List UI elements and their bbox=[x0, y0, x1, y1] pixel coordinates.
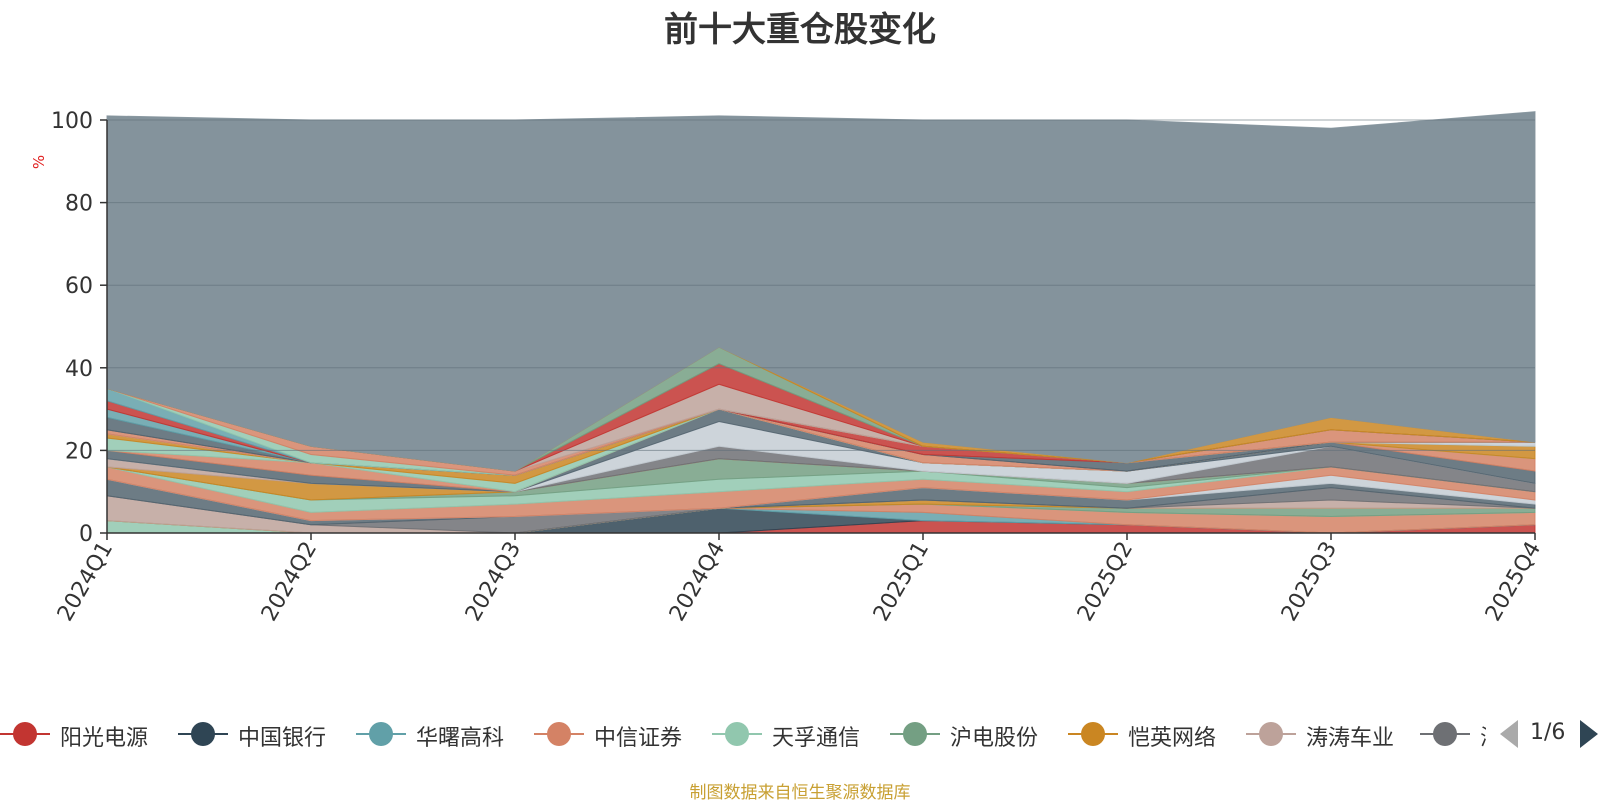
legend-label: 恺英网络 bbox=[1128, 726, 1217, 751]
x-tick-label: 2024Q4 bbox=[665, 538, 730, 626]
x-tick-label: 2025Q1 bbox=[869, 538, 934, 626]
legend-item[interactable]: 涛涛车业 bbox=[1246, 716, 1422, 752]
legend-label: 沪电股份 bbox=[950, 726, 1039, 751]
x-tick-label: 2025Q2 bbox=[1073, 538, 1138, 626]
legend-label: 天孚通信 bbox=[772, 726, 861, 751]
legend-label: 阳光电源 bbox=[60, 726, 149, 751]
legend-item[interactable]: 中信证券 bbox=[534, 716, 710, 752]
x-tick-label: 2025Q3 bbox=[1277, 538, 1342, 626]
legend-item[interactable]: 华曙高科 bbox=[356, 716, 532, 752]
legend-dot-icon bbox=[1081, 722, 1105, 746]
chart-title: 前十大重仓股变化 bbox=[664, 10, 936, 50]
legend: 阳光电源 中国银行 华曙高科 中信证券 天孚通信 沪电股份 恺英网络 涛涛车业 海光信息 1/6 bbox=[0, 716, 1600, 752]
legend-item[interactable]: 阳光电源 bbox=[0, 716, 176, 752]
x-tick-label: 2024Q2 bbox=[257, 538, 322, 626]
legend-dot-icon bbox=[13, 722, 37, 746]
legend-item[interactable]: 海光信息 bbox=[1420, 716, 1486, 752]
legend-label: 海光信息 bbox=[1480, 720, 1486, 752]
legend-label: 涛涛车业 bbox=[1306, 726, 1395, 751]
legend-prev-icon[interactable] bbox=[1500, 720, 1518, 748]
x-tick-label: 2024Q3 bbox=[461, 538, 526, 626]
y-tick-label: 20 bbox=[65, 439, 93, 464]
legend-dot-icon bbox=[1259, 722, 1283, 746]
legend-page-indicator: 1/6 bbox=[1530, 720, 1566, 745]
x-tick-label: 2024Q1 bbox=[53, 538, 118, 626]
y-tick-label: 0 bbox=[79, 522, 93, 547]
data-source-note: 制图数据来自恒生聚源数据库 bbox=[689, 783, 911, 803]
legend-item[interactable]: 沪电股份 bbox=[890, 716, 1066, 752]
legend-dot-icon bbox=[725, 722, 749, 746]
legend-label: 华曙高科 bbox=[416, 726, 505, 751]
y-tick-label: 80 bbox=[65, 192, 93, 217]
x-tick-label: 2025Q4 bbox=[1481, 538, 1546, 626]
legend-label: 中信证券 bbox=[594, 726, 683, 751]
y-axis-label: % bbox=[30, 155, 48, 169]
legend-item[interactable]: 天孚通信 bbox=[712, 716, 888, 752]
legend-pager: 1/6 bbox=[1496, 716, 1600, 752]
legend-next-icon[interactable] bbox=[1580, 720, 1598, 748]
legend-dot-icon bbox=[903, 722, 927, 746]
legend-dot-icon bbox=[191, 722, 215, 746]
y-tick-label: 60 bbox=[65, 274, 93, 299]
legend-item[interactable]: 中国银行 bbox=[178, 716, 354, 752]
y-tick-label: 40 bbox=[65, 357, 93, 382]
legend-dot-icon bbox=[1433, 722, 1457, 746]
legend-dot-icon bbox=[369, 722, 393, 746]
legend-items: 阳光电源 中国银行 华曙高科 中信证券 天孚通信 沪电股份 恺英网络 涛涛车业 海光信息 bbox=[0, 716, 1486, 752]
legend-item[interactable]: 恺英网络 bbox=[1068, 716, 1244, 752]
legend-dot-icon bbox=[547, 722, 571, 746]
legend-label: 中国银行 bbox=[238, 726, 327, 751]
area-series-36 bbox=[106, 111, 1536, 472]
y-tick-label: 100 bbox=[51, 109, 93, 134]
